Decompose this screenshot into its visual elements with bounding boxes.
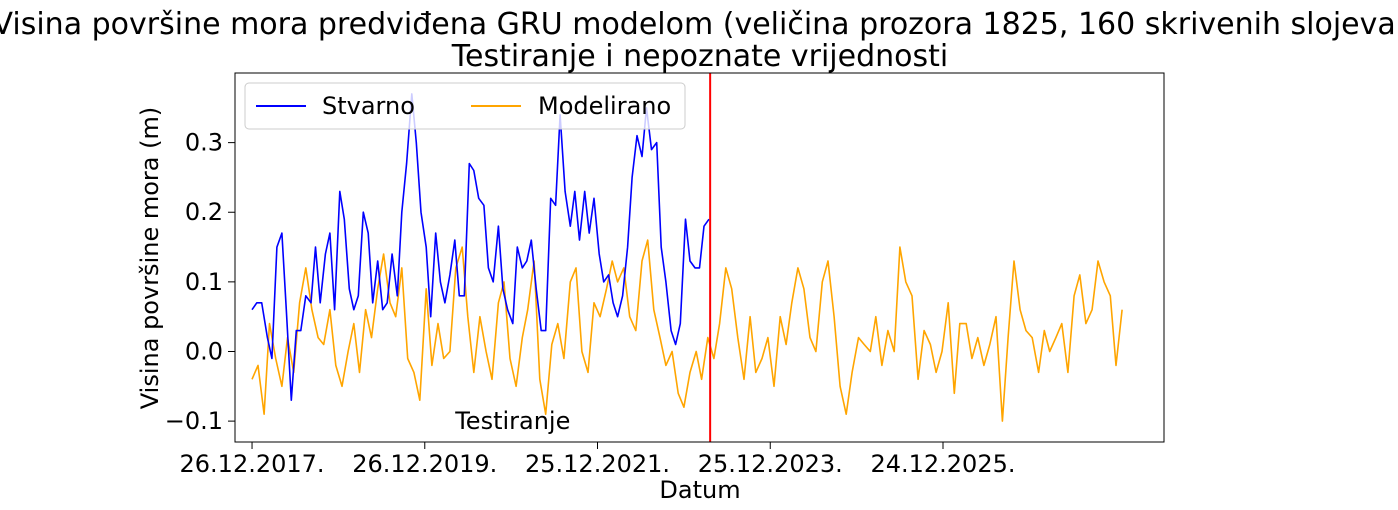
x-tick-label: 25.12.2021.	[525, 450, 670, 478]
y-tick-label: 0.0	[185, 337, 223, 365]
x-axis-label: Datum	[659, 476, 740, 504]
series-line-modelirano	[251, 239, 1123, 422]
y-axis-label: Visina površine mora (m)	[136, 107, 164, 409]
legend-label-stvarno: Stvarno	[322, 92, 415, 120]
x-tick-label: 24.12.2025.	[870, 450, 1015, 478]
x-axis: 26.12.2017. 26.12.2019. 25.12.2021. 25.12.2…	[180, 442, 1016, 478]
y-tick-label: 0.1	[185, 268, 223, 296]
chart-subtitle: Testiranje i nepoznate vrijednosti	[451, 39, 948, 74]
series-line-stvarno	[251, 93, 710, 402]
y-tick-label: −0.1	[165, 407, 223, 435]
chart-title: Visina površine mora predviđena GRU mode…	[0, 7, 1398, 42]
x-tick-label: 25.12.2023.	[698, 450, 843, 478]
plot-frame	[234, 72, 1165, 443]
y-axis: −0.1 0.0 0.1 0.2 0.3	[165, 129, 235, 435]
y-tick-label: 0.2	[185, 198, 223, 226]
x-tick-label: 26.12.2017.	[180, 450, 325, 478]
legend-box	[244, 82, 686, 130]
series-layer	[251, 93, 1123, 422]
legend: Stvarno Modelirano	[244, 82, 686, 130]
testiranje-annotation: Testiranje	[454, 407, 570, 435]
y-tick-label: 0.3	[185, 129, 223, 157]
x-tick-label: 26.12.2019.	[352, 450, 497, 478]
legend-label-modelirano: Modelirano	[538, 92, 671, 120]
